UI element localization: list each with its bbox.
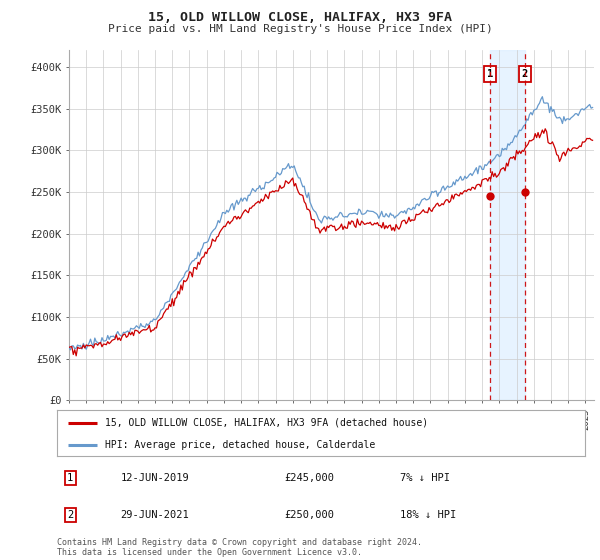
- Text: 15, OLD WILLOW CLOSE, HALIFAX, HX3 9FA: 15, OLD WILLOW CLOSE, HALIFAX, HX3 9FA: [148, 11, 452, 24]
- Text: £245,000: £245,000: [284, 473, 334, 483]
- Text: Price paid vs. HM Land Registry's House Price Index (HPI): Price paid vs. HM Land Registry's House …: [107, 24, 493, 34]
- Text: 1: 1: [67, 473, 73, 483]
- Text: 18% ↓ HPI: 18% ↓ HPI: [400, 510, 457, 520]
- Text: 15, OLD WILLOW CLOSE, HALIFAX, HX3 9FA (detached house): 15, OLD WILLOW CLOSE, HALIFAX, HX3 9FA (…: [104, 418, 428, 428]
- Text: Contains HM Land Registry data © Crown copyright and database right 2024.
This d: Contains HM Land Registry data © Crown c…: [57, 538, 422, 557]
- Text: 2: 2: [67, 510, 73, 520]
- Text: £250,000: £250,000: [284, 510, 334, 520]
- Text: 1: 1: [487, 69, 493, 79]
- Text: HPI: Average price, detached house, Calderdale: HPI: Average price, detached house, Cald…: [104, 440, 375, 450]
- Text: 12-JUN-2019: 12-JUN-2019: [121, 473, 189, 483]
- Text: 29-JUN-2021: 29-JUN-2021: [121, 510, 189, 520]
- Text: 2: 2: [522, 69, 528, 79]
- Text: 7% ↓ HPI: 7% ↓ HPI: [400, 473, 450, 483]
- Bar: [490, 50, 525, 400]
